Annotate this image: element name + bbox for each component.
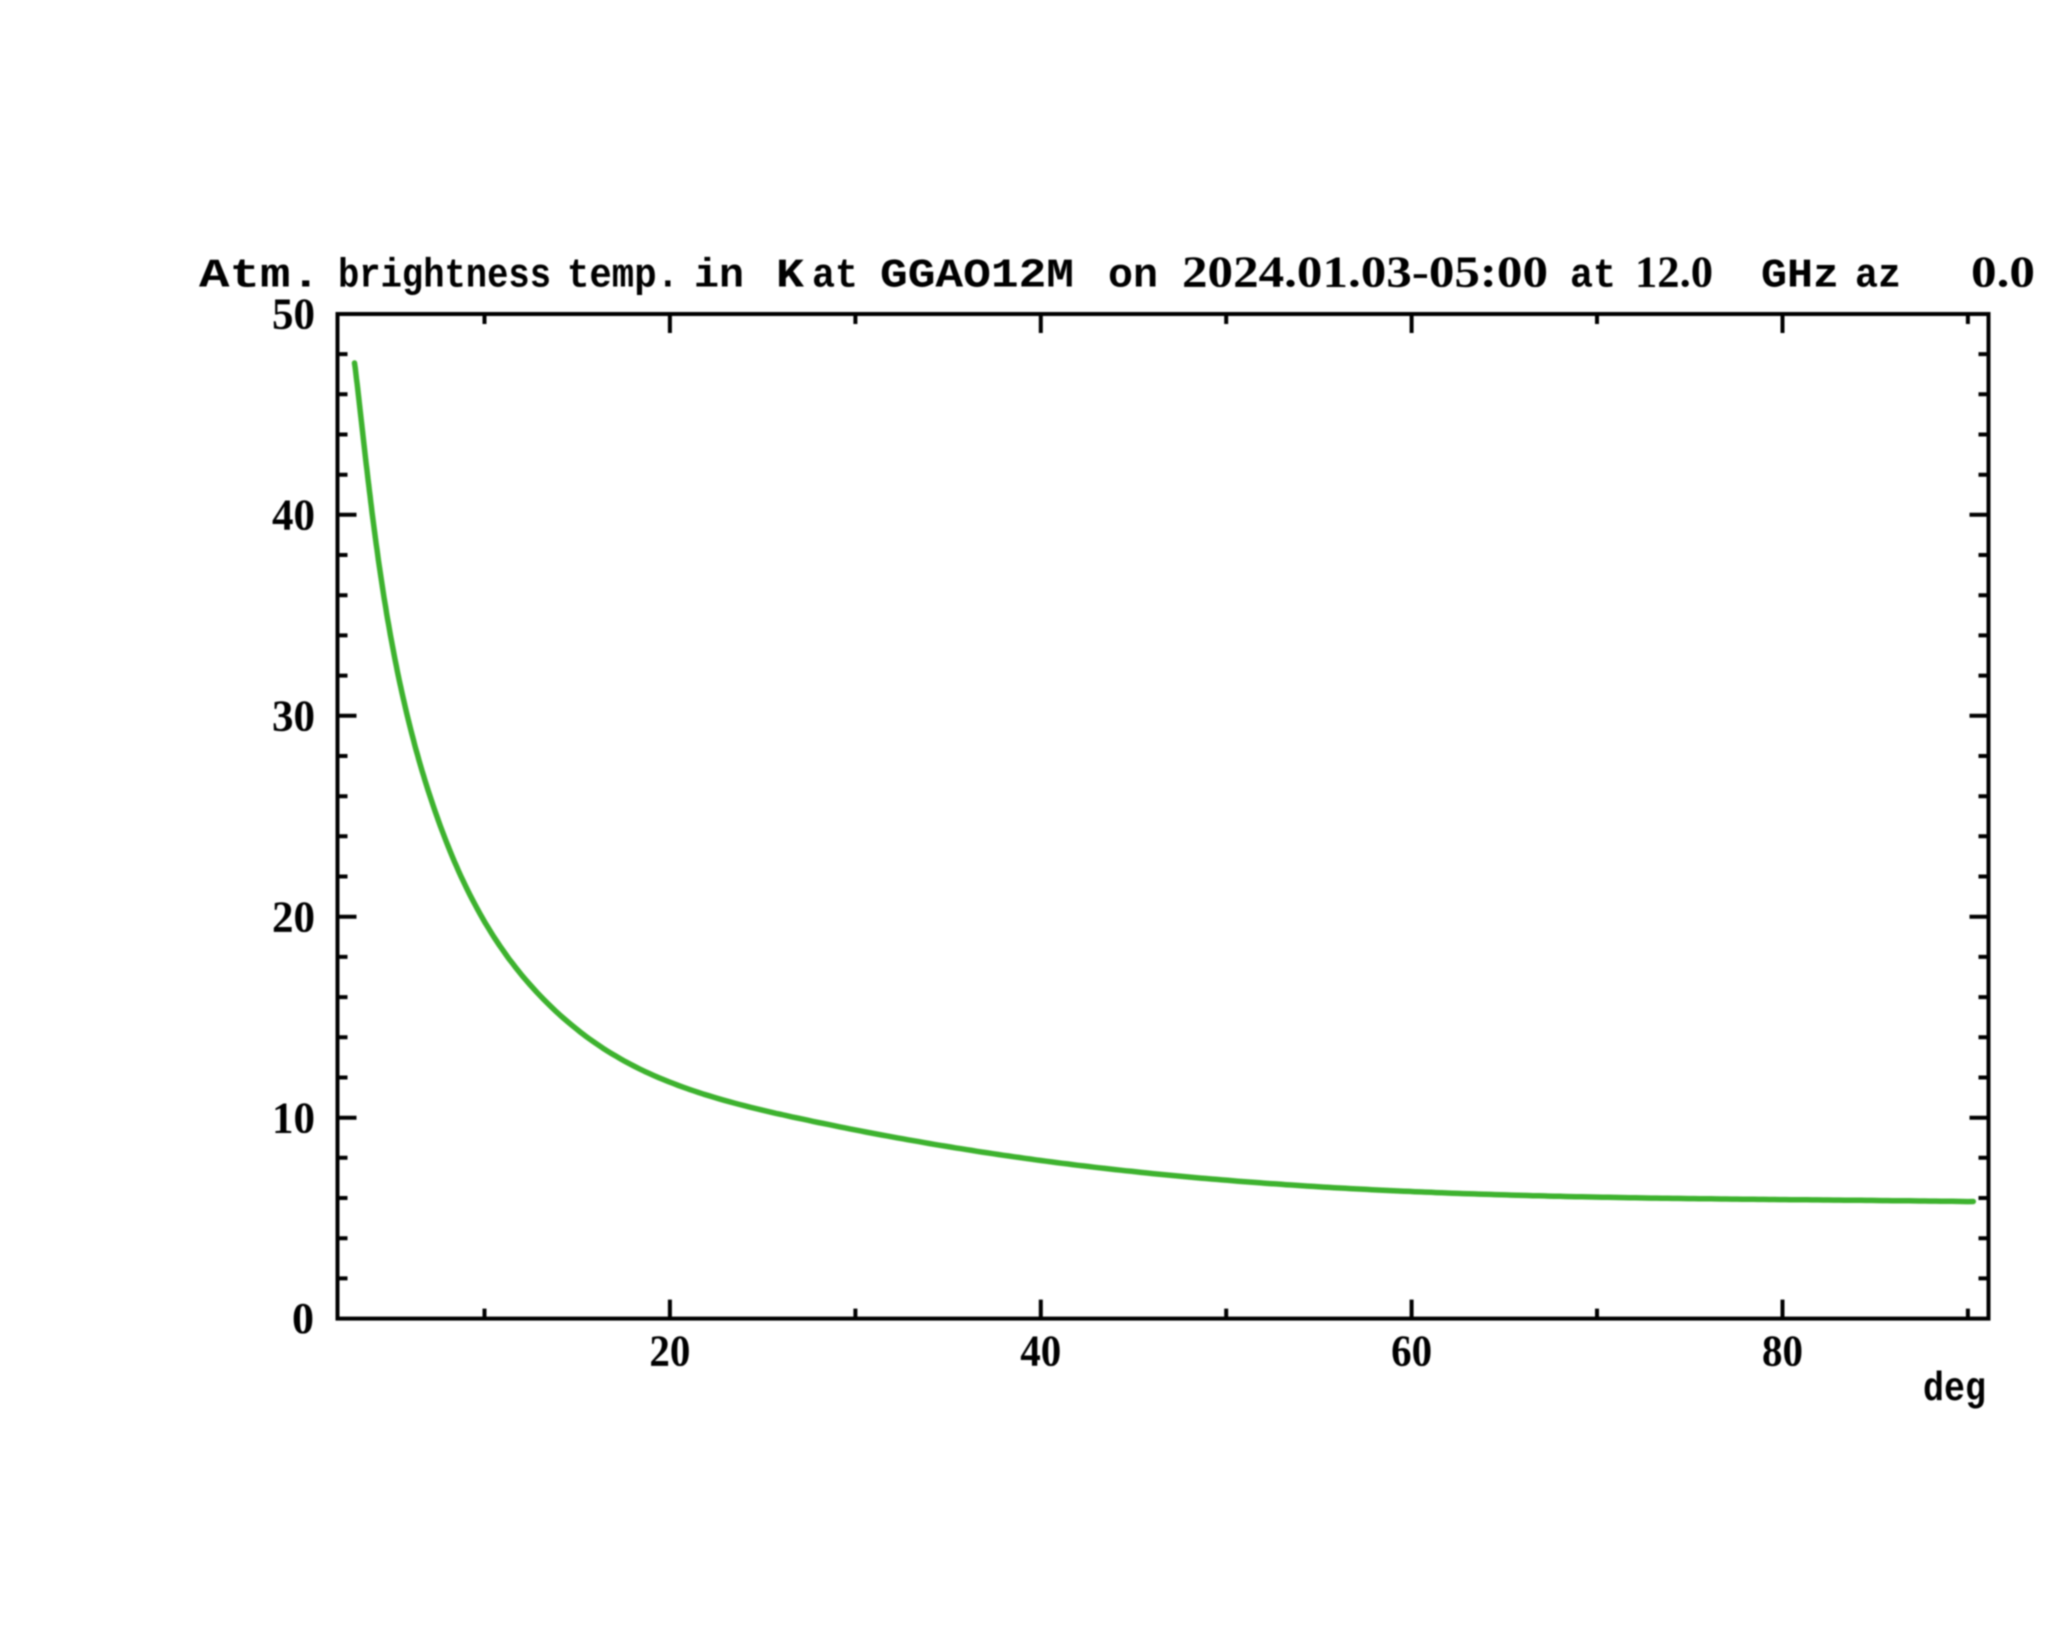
svg-text:at: at — [1570, 254, 1616, 300]
svg-text:2024.01.03-05:00: 2024.01.03-05:00 — [1182, 248, 1548, 297]
svg-text:20: 20 — [272, 892, 315, 941]
svg-text:40: 40 — [1020, 1327, 1061, 1376]
svg-text:30: 30 — [272, 691, 315, 740]
svg-text:temp.: temp. — [567, 254, 679, 300]
svg-text:brightness: brightness — [338, 254, 551, 300]
svg-text:az: az — [1855, 254, 1901, 300]
svg-text:in: in — [694, 254, 744, 300]
svg-text:K: K — [776, 254, 804, 300]
svg-text:10: 10 — [272, 1093, 315, 1142]
svg-text:40: 40 — [272, 490, 315, 539]
svg-text:0.0: 0.0 — [1971, 248, 2035, 297]
svg-text:50: 50 — [272, 290, 315, 339]
svg-text:on: on — [1108, 254, 1158, 300]
svg-text:GGAO12M: GGAO12M — [880, 254, 1074, 300]
svg-text:20: 20 — [649, 1327, 690, 1376]
svg-text:deg: deg — [1923, 1367, 1986, 1413]
svg-text:Atm.: Atm. — [199, 254, 321, 300]
svg-text:80: 80 — [1762, 1327, 1803, 1376]
svg-text:at: at — [812, 254, 858, 300]
svg-text:0: 0 — [292, 1294, 314, 1343]
svg-text:60: 60 — [1391, 1327, 1432, 1376]
svg-text:GHz: GHz — [1761, 254, 1839, 300]
svg-text:12.0: 12.0 — [1635, 248, 1713, 297]
